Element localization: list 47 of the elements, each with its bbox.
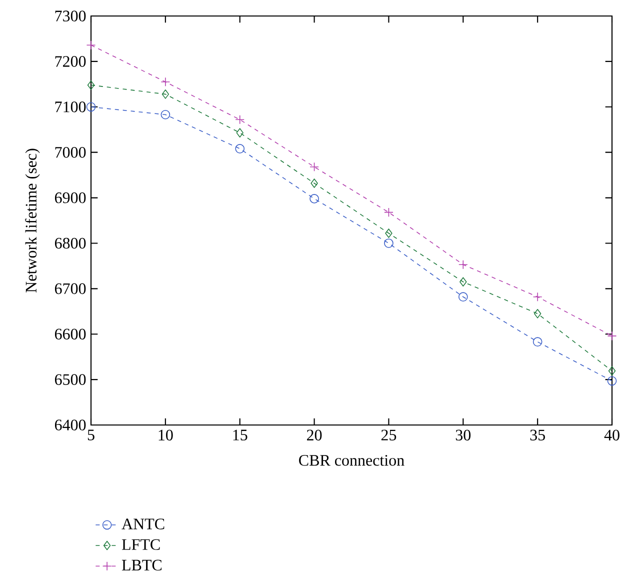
x-tick-label: 30 [456, 430, 471, 440]
point [607, 331, 617, 341]
legend-label: LFTC [122, 539, 160, 550]
point [160, 77, 170, 87]
x-tick-label: 20 [307, 430, 322, 440]
point [534, 309, 542, 318]
point [160, 110, 170, 120]
point [235, 144, 245, 154]
x-tick-label: 25 [381, 430, 396, 440]
point [310, 162, 319, 172]
legend-label: LBTC [122, 560, 162, 571]
y-axis-title: Network lifetime (sec) [25, 148, 40, 292]
point [384, 208, 394, 217]
point [236, 128, 244, 138]
point [86, 102, 96, 112]
y-tick-label: 6400 [54, 420, 86, 430]
y-tick-label: 6600 [54, 328, 86, 340]
point [385, 228, 392, 238]
point [310, 178, 318, 188]
x-axis-title: CBR connection [299, 454, 404, 466]
legend-label: ANTC [122, 518, 164, 530]
y-tick-label: 6900 [54, 192, 86, 204]
x-tick-label: 10 [158, 430, 173, 440]
x-tick-label: 15 [233, 430, 248, 440]
point [384, 238, 394, 248]
point [87, 80, 95, 90]
point [458, 260, 468, 270]
x-tick-label: 35 [530, 430, 545, 440]
y-tick-label: 6800 [54, 238, 86, 249]
point [86, 40, 96, 50]
y-tick-label: 7100 [55, 102, 86, 112]
point [607, 376, 617, 386]
y-tick-label: 6500 [54, 374, 86, 385]
y-tick-label: 7300 [55, 10, 86, 22]
point [532, 292, 542, 302]
x-tick-label: 5 [88, 430, 94, 440]
point [310, 194, 319, 204]
point [162, 90, 170, 99]
point [532, 337, 542, 347]
y-tick-label: 7200 [55, 56, 86, 67]
y-tick-label: 7000 [55, 146, 86, 158]
point [460, 277, 467, 287]
point [458, 292, 468, 302]
x-tick-label: 40 [604, 430, 620, 440]
point [608, 366, 616, 376]
y-tick-label: 6700 [54, 283, 86, 294]
point [235, 114, 245, 124]
